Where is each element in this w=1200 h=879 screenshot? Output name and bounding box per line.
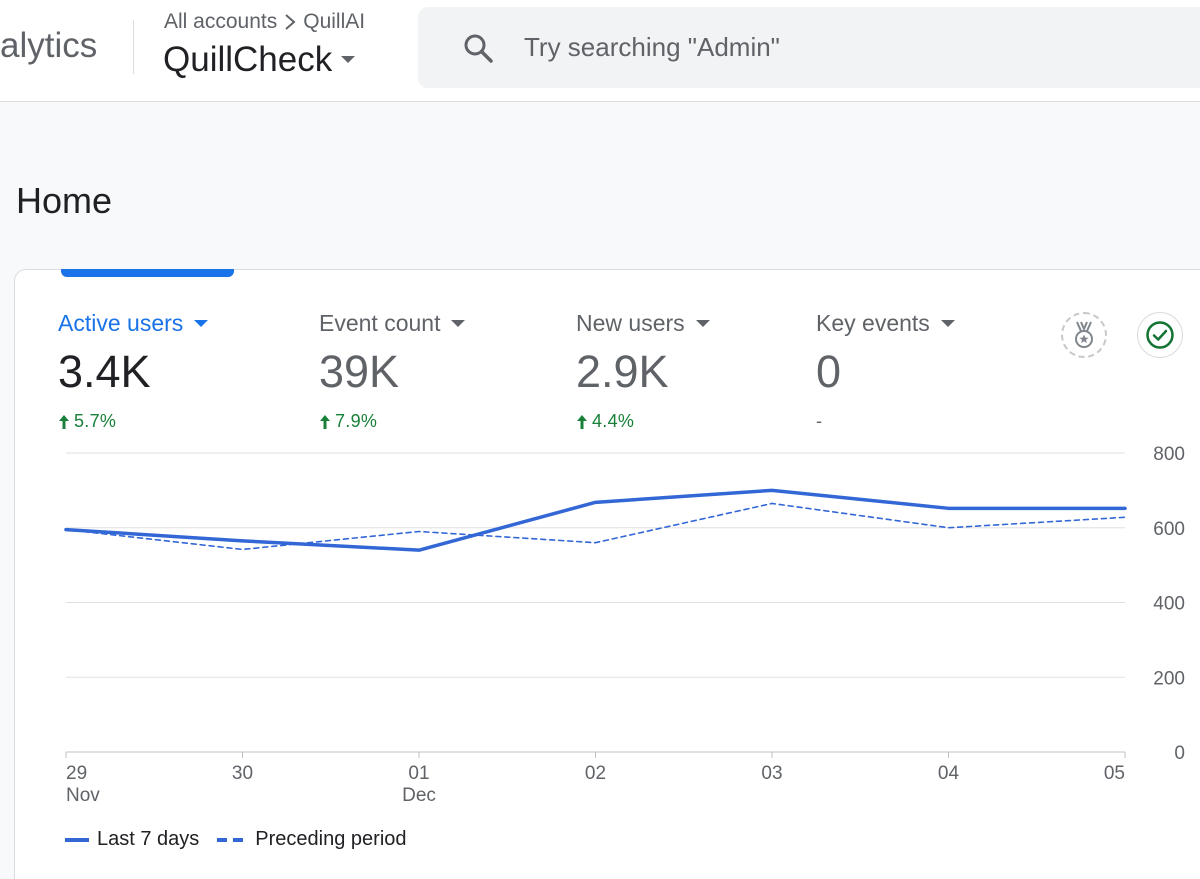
x-tick-label: 05	[1104, 763, 1125, 784]
property-selector[interactable]: QuillCheck	[163, 40, 356, 80]
search-icon[interactable]	[462, 32, 494, 64]
chevron-right-icon	[283, 13, 297, 31]
metric-value: 2.9K	[576, 346, 669, 397]
metric-label: Event count	[319, 310, 441, 336]
arrow-up-icon	[58, 414, 70, 430]
caret-down-icon	[340, 55, 356, 65]
metric-label: New users	[576, 310, 685, 336]
metric-change: 5.7%	[74, 411, 117, 431]
arrow-up-icon	[319, 414, 331, 430]
y-tick-label: 0	[1174, 743, 1185, 764]
x-tick-label: 04	[938, 763, 960, 784]
breadcrumb: All accounts QuillAI	[164, 10, 365, 34]
legend-label-previous: Preceding period	[255, 828, 407, 850]
chart-legend: Last 7 days Preceding period	[65, 828, 425, 851]
metric-key-events[interactable]: Key events 0 -	[816, 310, 956, 432]
search-bar[interactable]	[418, 7, 1200, 88]
y-tick-label: 400	[1153, 594, 1185, 615]
product-name[interactable]: alytics	[0, 26, 98, 65]
metric-new-users[interactable]: New users 2.9K 4.4%	[576, 310, 711, 432]
metric-label: Active users	[58, 310, 184, 336]
caret-down-icon[interactable]	[940, 319, 956, 328]
legend-item-previous[interactable]: Preceding period	[217, 828, 407, 851]
overview-card: Active users 3.4K 5.7% Event count 39K 7…	[14, 269, 1200, 879]
metric-change: 4.4%	[592, 411, 635, 431]
x-tick-month-label: Dec	[402, 785, 436, 806]
breadcrumb-account-name[interactable]: QuillAI	[303, 10, 366, 33]
property-name: QuillCheck	[163, 40, 333, 79]
y-tick-label: 800	[1153, 444, 1185, 465]
metric-value: 0	[816, 346, 842, 397]
x-tick-label: 29	[66, 763, 87, 784]
metric-change: 7.9%	[335, 411, 378, 431]
caret-down-icon[interactable]	[193, 319, 209, 328]
x-tick-label: 03	[761, 763, 782, 784]
metric-event-count[interactable]: Event count 39K 7.9%	[319, 310, 466, 432]
caret-down-icon[interactable]	[695, 319, 711, 328]
x-tick-label: 02	[585, 763, 606, 784]
series-line-preceding-period	[65, 502, 1126, 551]
header-divider	[133, 20, 134, 74]
selected-tab-indicator	[61, 269, 234, 277]
series-line-last-7-days	[64, 488, 1127, 552]
legend-item-current[interactable]: Last 7 days	[65, 828, 199, 851]
solid-line-swatch	[65, 837, 89, 842]
dashed-line-swatch	[217, 837, 248, 842]
caret-down-icon[interactable]	[450, 319, 466, 328]
check-circle-icon[interactable]	[1137, 312, 1183, 358]
page-title: Home	[16, 180, 113, 221]
top-bar: alytics All accounts QuillAI QuillCheck	[0, 0, 1200, 102]
x-tick-label: 01	[408, 763, 429, 784]
metric-change: -	[816, 411, 823, 431]
breadcrumb-all-accounts[interactable]: All accounts	[164, 10, 278, 33]
x-tick-label: 30	[232, 763, 253, 784]
metric-value: 39K	[319, 346, 400, 397]
arrow-up-icon	[576, 414, 588, 430]
legend-label-current: Last 7 days	[97, 828, 200, 850]
metric-label: Key events	[816, 310, 930, 336]
metric-active-users[interactable]: Active users 3.4K 5.7%	[58, 310, 209, 432]
metric-value: 3.4K	[58, 346, 151, 397]
x-tick-month-label: Nov	[66, 785, 100, 806]
y-tick-label: 600	[1153, 519, 1185, 540]
search-input[interactable]	[524, 32, 1124, 63]
medal-icon[interactable]	[1061, 312, 1107, 358]
y-tick-label: 200	[1153, 668, 1185, 689]
